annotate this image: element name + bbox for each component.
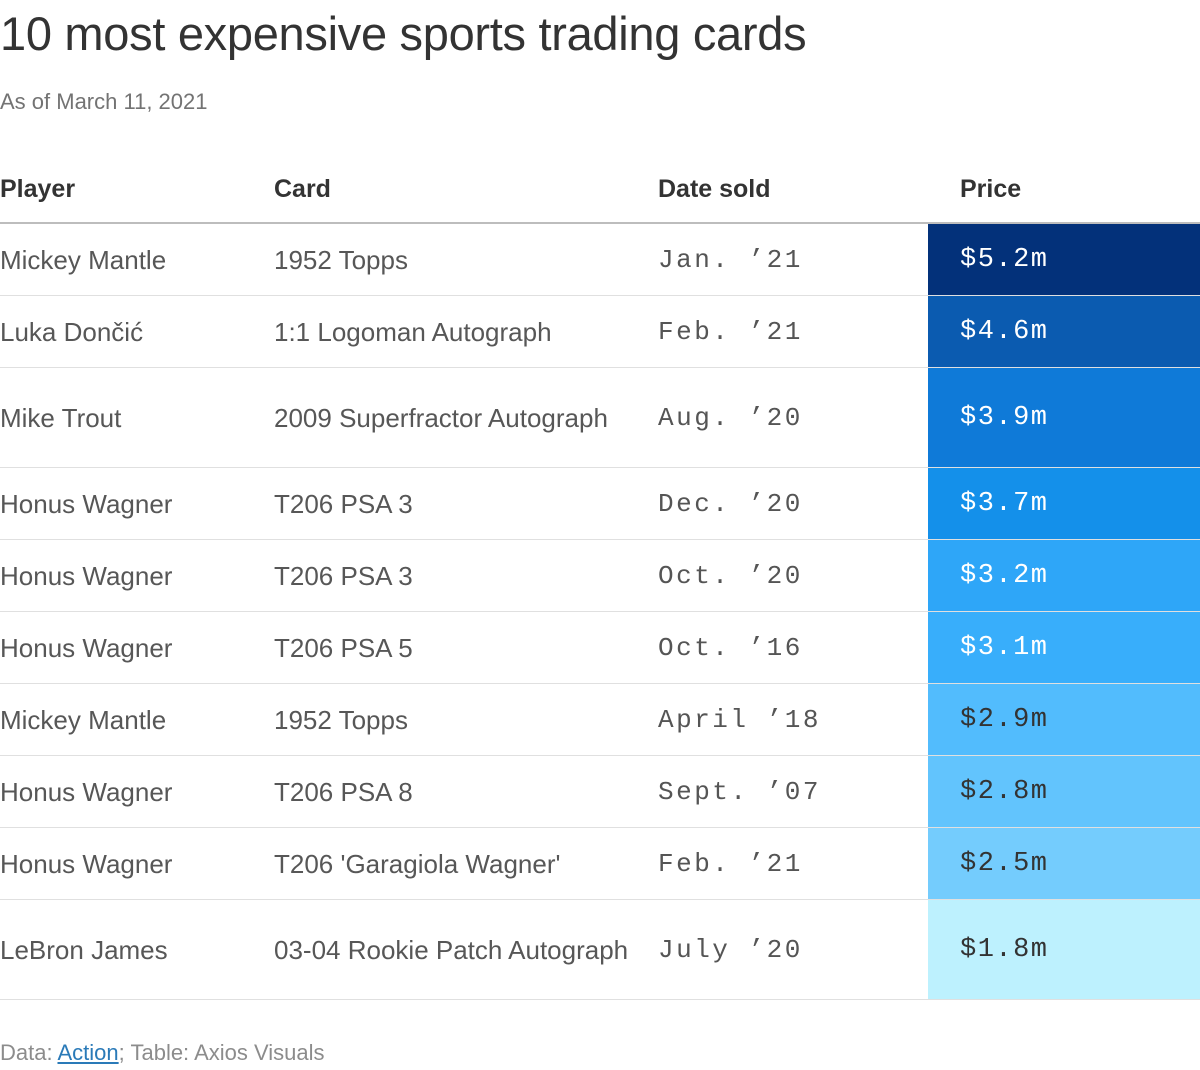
table-row: Mike Trout 2009 Superfractor Autograph Aug… [0,368,1200,468]
player-cell: LeBron James [0,934,168,965]
date-sold-cell: April ’18 [658,704,821,735]
card-cell: T206 PSA 5 [274,632,413,663]
table-row: Mickey Mantle 1952 Topps April ’18 $2.9m [0,684,1200,756]
price-cell: $2.9m [928,684,1200,755]
table-row: Honus Wagner T206 'Garagiola Wagner' Feb. … [0,828,1200,900]
table-header: Player Card Date sold Price [0,160,1200,224]
header-price: Price [960,175,1022,203]
table-row: Luka Dončić 1:1 Logoman Autograph Feb. ’21… [0,296,1200,368]
chart-subtitle: As of March 11, 2021 [0,89,208,114]
card-cell: 03-04 Rookie Patch Autograph [274,934,629,965]
source-note: Data: Action; Table: Axios Visuals [0,1038,325,1068]
table-row: Honus Wagner T206 PSA 3 Dec. ’20 $3.7m [0,468,1200,540]
price-cell: $3.1m [928,612,1200,683]
date-sold-cell: July ’20 [658,934,803,965]
card-cell: T206 PSA 8 [274,776,413,807]
table-row: Honus Wagner T206 PSA 3 Oct. ’20 $3.2m [0,540,1200,612]
card-cell: 1952 Topps [274,244,408,275]
price-cell: $3.7m [928,468,1200,539]
header-card: Card [274,175,331,203]
date-sold-cell: Aug. ’20 [658,402,803,433]
header-player: Player [0,175,76,203]
player-cell: Honus Wagner [0,848,173,879]
card-cell: 2009 Superfractor Autograph [274,402,608,433]
table-row: Honus Wagner T206 PSA 8 Sept. ’07 $2.8m [0,756,1200,828]
cards-table: Player Card Date sold Price Mickey Mantl… [0,160,1200,1000]
player-cell: Honus Wagner [0,560,173,591]
date-sold-cell: Jan. ’21 [658,244,803,275]
price-cell: $2.8m [928,756,1200,827]
source-suffix: ; Table: Axios Visuals [118,1040,325,1065]
date-sold-cell: Dec. ’20 [658,488,803,519]
price-cell: $5.2m [928,224,1200,295]
price-cell: $1.8m [928,900,1200,999]
player-cell: Mike Trout [0,402,122,433]
card-cell: T206 PSA 3 [274,560,413,591]
price-cell: $4.6m [928,296,1200,367]
table-row: LeBron James 03-04 Rookie Patch Autograph… [0,900,1200,1000]
card-cell: 1952 Topps [274,704,408,735]
card-cell: T206 'Garagiola Wagner' [274,848,561,879]
date-sold-cell: Oct. ’20 [658,560,803,591]
table-row: Mickey Mantle 1952 Topps Jan. ’21 $5.2m [0,224,1200,296]
table-body: Mickey Mantle 1952 Topps Jan. ’21 $5.2m Luka… [0,224,1200,1000]
price-cell: $3.9m [928,368,1200,467]
player-cell: Honus Wagner [0,488,173,519]
price-cell: $2.5m [928,828,1200,899]
header-date-sold: Date sold [658,175,771,203]
chart-title: 10 most expensive sports trading cards [0,7,807,60]
player-cell: Mickey Mantle [0,704,167,735]
player-cell: Mickey Mantle [0,244,167,275]
source-link[interactable]: Action [57,1040,119,1065]
player-cell: Honus Wagner [0,632,173,663]
price-cell: $3.2m [928,540,1200,611]
date-sold-cell: Sept. ’07 [658,776,821,807]
card-cell: T206 PSA 3 [274,488,413,519]
date-sold-cell: Feb. ’21 [658,316,803,347]
player-cell: Luka Dončić [0,316,144,347]
date-sold-cell: Feb. ’21 [658,848,803,879]
date-sold-cell: Oct. ’16 [658,632,803,663]
card-cell: 1:1 Logoman Autograph [274,316,552,347]
source-prefix: Data: [0,1040,58,1065]
player-cell: Honus Wagner [0,776,173,807]
table-row: Honus Wagner T206 PSA 5 Oct. ’16 $3.1m [0,612,1200,684]
